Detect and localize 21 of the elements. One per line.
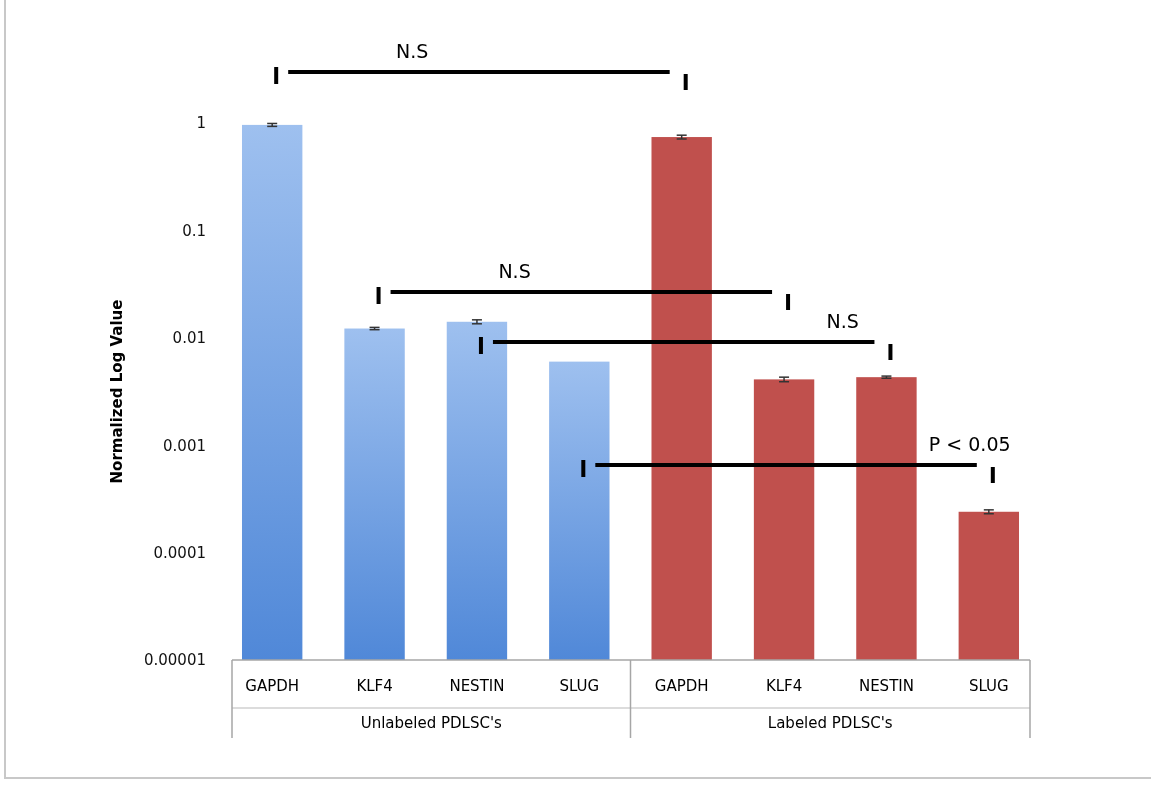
- x-tick-label: NESTIN: [858, 677, 914, 695]
- y-tick-label: 0.00001: [143, 651, 206, 670]
- x-tick-label: KLF4: [765, 677, 803, 695]
- y-axis-title: Normalized Log Value: [108, 299, 126, 484]
- text: N.S: [396, 40, 429, 62]
- y-tick-label: 0.1: [182, 221, 206, 240]
- text: Labeled PDLSC's: [767, 714, 893, 732]
- y-tick-label: 1: [196, 114, 206, 133]
- x-tick-label: GAPDH: [654, 677, 709, 695]
- x-tick-label: GAPDH: [245, 677, 300, 695]
- annotation: N.S: [498, 260, 531, 282]
- x-tick-label: SLUG: [559, 677, 600, 695]
- text: Unlabeled PDLSC's: [360, 714, 503, 732]
- annotation: P < 0.05: [928, 433, 1011, 455]
- annotation: N.S: [826, 310, 859, 332]
- y-tick-label: 0.0001: [153, 543, 206, 562]
- y-tick-label: 0.01: [172, 329, 206, 348]
- y-tick-label: 0.001: [163, 436, 206, 455]
- x-tick-label: SLUG: [968, 677, 1009, 695]
- x-tick-label: KLF4: [356, 677, 393, 695]
- x-tick-label: NESTIN: [449, 677, 505, 695]
